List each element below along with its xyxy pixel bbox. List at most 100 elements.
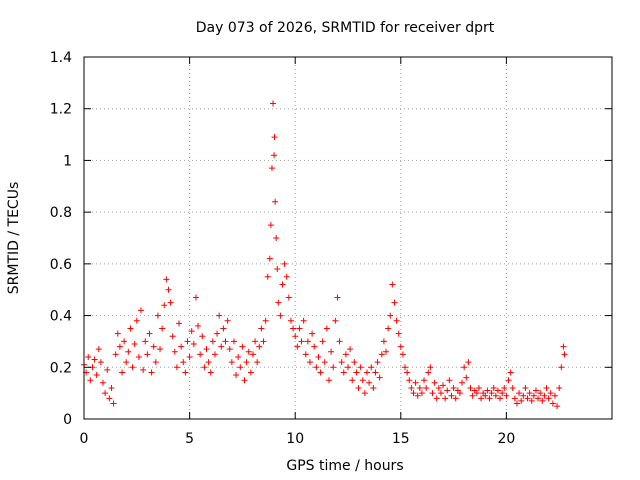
y-tick-label: 0.2 (50, 360, 72, 376)
data-point (188, 328, 195, 335)
data-point (140, 366, 147, 373)
data-point (516, 390, 523, 397)
y-tick-label: 0.4 (50, 309, 72, 325)
data-point (226, 346, 233, 353)
data-point (239, 343, 246, 350)
data-point (387, 312, 394, 319)
data-point (425, 369, 432, 376)
data-point (178, 343, 185, 350)
data-point (302, 351, 309, 358)
data-point (129, 364, 136, 371)
data-point (475, 384, 482, 391)
data-point (378, 351, 385, 358)
data-point (488, 390, 495, 397)
data-point (161, 302, 168, 309)
data-point (349, 377, 356, 384)
data-point (201, 364, 208, 371)
data-point (287, 317, 294, 324)
data-point (283, 273, 290, 280)
data-point (347, 346, 354, 353)
data-point (467, 384, 474, 391)
data-point (338, 359, 345, 366)
data-point (429, 390, 436, 397)
data-point (256, 343, 263, 350)
data-point (281, 260, 288, 267)
data-point (328, 348, 335, 355)
data-point (270, 100, 277, 107)
data-point (366, 379, 373, 386)
data-point (267, 222, 274, 229)
data-point (319, 338, 326, 345)
data-point (277, 312, 284, 319)
data-point (135, 353, 142, 360)
data-point (271, 152, 278, 159)
data-point (465, 359, 472, 366)
data-point (112, 351, 119, 358)
axis-ticks (83, 56, 612, 420)
data-point (273, 235, 280, 241)
data-point (345, 364, 351, 371)
data-point (119, 369, 126, 376)
data-point (376, 374, 383, 381)
data-point (323, 325, 330, 332)
data-point (104, 366, 111, 373)
data-point (463, 374, 470, 381)
data-point (106, 395, 113, 402)
data-point (258, 325, 265, 332)
data-point (497, 395, 504, 402)
data-point (393, 317, 400, 324)
data-point (520, 392, 527, 399)
data-point (131, 341, 138, 348)
data-point (368, 364, 375, 371)
data-point (364, 369, 371, 376)
data-point (340, 369, 347, 376)
x-tick-label: 20 (497, 431, 515, 447)
data-point (549, 400, 556, 407)
data-point (410, 390, 417, 397)
data-point (452, 395, 459, 402)
y-tick-label: 1.2 (50, 102, 72, 118)
data-point (190, 341, 197, 348)
data-point (294, 343, 301, 350)
data-point (543, 384, 550, 391)
data-point (216, 312, 223, 319)
data-point (503, 392, 510, 399)
data-point (165, 286, 172, 293)
data-point (298, 338, 305, 345)
data-point (195, 322, 202, 329)
data-point (176, 320, 183, 327)
data-point (100, 379, 107, 386)
data-point (230, 338, 237, 345)
data-point (247, 369, 254, 376)
data-point (121, 338, 128, 345)
data-point (192, 294, 199, 301)
data-point (421, 377, 428, 384)
data-point (245, 348, 252, 355)
data-point (524, 395, 531, 402)
data-point (102, 390, 109, 397)
data-point (97, 359, 104, 366)
data-point (214, 330, 221, 337)
data-point (182, 369, 189, 376)
data-point (237, 364, 244, 371)
data-point (152, 359, 159, 366)
data-point (385, 325, 392, 332)
data-point (355, 384, 362, 391)
data-point (148, 369, 155, 376)
data-point (304, 338, 311, 345)
data-point (558, 364, 565, 371)
data-point (85, 353, 92, 360)
data-point (272, 198, 279, 205)
data-point (321, 359, 328, 366)
data-point (528, 397, 535, 404)
data-point (243, 359, 250, 366)
y-tick-label: 1.4 (50, 50, 72, 66)
data-point (437, 390, 444, 397)
data-point (539, 397, 546, 404)
data-point (233, 372, 240, 379)
data-point (440, 382, 447, 389)
data-point (271, 134, 278, 141)
data-point (275, 299, 282, 306)
data-point (285, 294, 292, 301)
data-point (505, 377, 512, 384)
